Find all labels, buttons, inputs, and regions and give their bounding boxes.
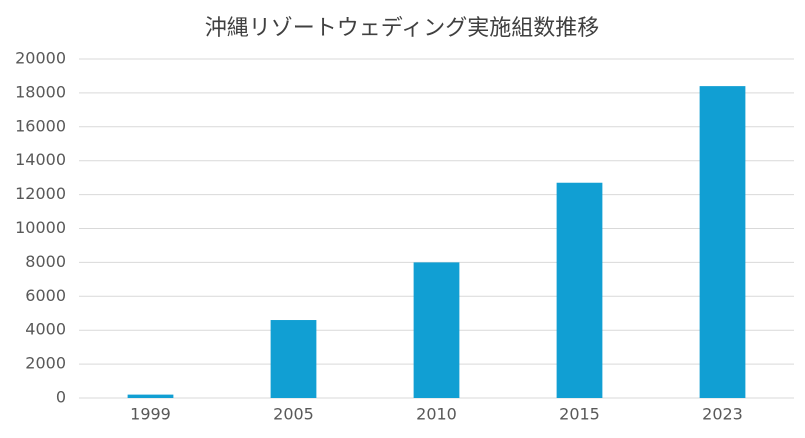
x-tick-label: 2015 xyxy=(559,405,600,424)
y-tick-label: 4000 xyxy=(25,320,66,339)
bar xyxy=(270,320,317,398)
y-tick-label: 0 xyxy=(56,388,66,407)
y-tick-label: 12000 xyxy=(15,184,66,203)
bar xyxy=(127,394,174,398)
bar xyxy=(413,262,460,398)
bar xyxy=(556,182,603,398)
y-tick-label: 14000 xyxy=(15,150,66,169)
y-tick-label: 2000 xyxy=(25,354,66,373)
bar xyxy=(699,86,746,399)
y-tick-label: 20000 xyxy=(15,49,66,68)
y-tick-label: 18000 xyxy=(15,82,66,101)
y-tick-label: 6000 xyxy=(25,286,66,305)
y-tick-label: 10000 xyxy=(15,218,66,237)
y-tick-label: 8000 xyxy=(25,252,66,271)
x-tick-label: 2023 xyxy=(702,405,743,424)
x-tick-label: 2005 xyxy=(273,405,314,424)
x-tick-label: 2010 xyxy=(416,405,457,424)
chart-title: 沖縄リゾートウェディング実施組数推移 xyxy=(205,16,599,41)
x-tick-label: 1999 xyxy=(130,405,171,424)
y-tick-label: 16000 xyxy=(15,116,66,135)
